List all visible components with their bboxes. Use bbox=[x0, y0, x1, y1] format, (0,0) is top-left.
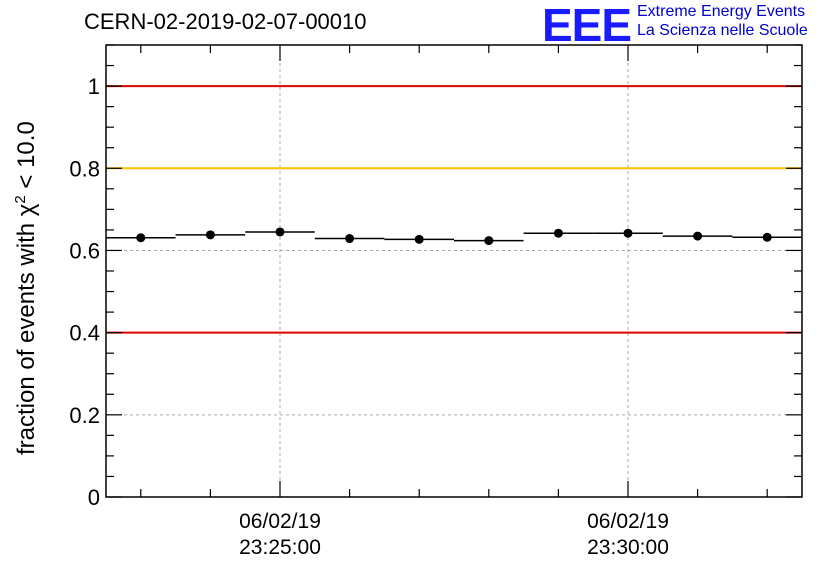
y-tick-label-2: 0.4 bbox=[69, 321, 100, 346]
logo-line-1: Extreme Energy Events bbox=[637, 3, 806, 20]
x-tick-label-1: 06/02/19 23:30:00 bbox=[558, 509, 698, 561]
chart-title: CERN-02-2019-02-07-00010 bbox=[84, 9, 367, 34]
data-point-4 bbox=[414, 234, 424, 244]
y-tick-label-0: 0 bbox=[88, 485, 100, 510]
data-point-9 bbox=[762, 232, 772, 242]
x-tick-label-0: 06/02/19 23:25:00 bbox=[210, 509, 350, 561]
y-tick-label-3: 0.6 bbox=[69, 238, 100, 263]
x-tick-label-time-0: 23:25:00 bbox=[239, 536, 321, 559]
plot-frame bbox=[105, 44, 803, 498]
x-tick-label-date-1: 06/02/19 bbox=[587, 510, 669, 533]
x-tick-label-time-1: 23:30:00 bbox=[587, 536, 669, 559]
data-point-5 bbox=[484, 236, 494, 246]
data-point-7 bbox=[623, 228, 633, 238]
data-point-1 bbox=[205, 230, 215, 240]
data-point-6 bbox=[553, 228, 563, 238]
y-tick-label-1: 0.2 bbox=[69, 403, 100, 428]
y-tick-label-4: 0.8 bbox=[69, 156, 100, 181]
data-point-8 bbox=[693, 231, 703, 241]
data-point-0 bbox=[136, 233, 146, 243]
eee-logo-mark: EEE bbox=[542, 0, 632, 51]
data-point-2 bbox=[275, 227, 285, 237]
y-tick-label-5: 1 bbox=[88, 74, 100, 99]
eee-logo-text: Extreme Energy Events La Scienza nelle S… bbox=[637, 2, 808, 40]
data-point-3 bbox=[345, 234, 355, 244]
x-tick-label-date-0: 06/02/19 bbox=[239, 510, 321, 533]
logo-line-2: La Scienza nelle Scuole bbox=[637, 22, 808, 39]
